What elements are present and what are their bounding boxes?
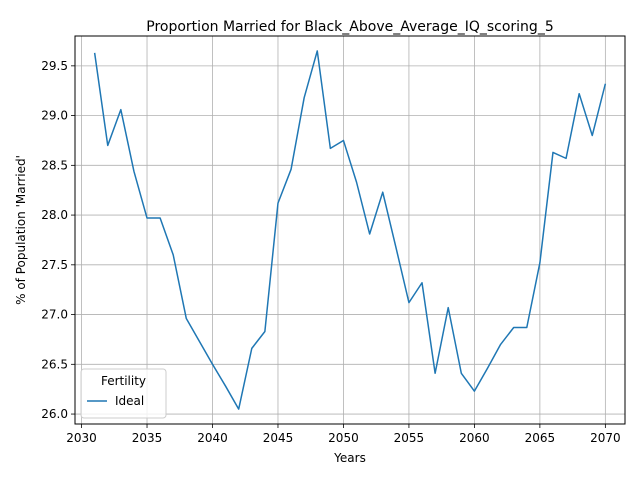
- y-tick-label: 29.0: [41, 109, 68, 123]
- series-line-ideal: [93, 50, 607, 410]
- x-axis-label: Years: [333, 451, 366, 465]
- y-tick-label: 27.5: [41, 258, 68, 272]
- legend: Fertility Ideal: [80, 368, 167, 419]
- x-tick-label: 2045: [263, 431, 294, 445]
- x-axis: 2030 2035 2040 2045 2050 2055 2060 2065 2070: [66, 424, 621, 445]
- x-tick-label: 2030: [66, 431, 97, 445]
- y-tick-label: 26.0: [41, 407, 68, 421]
- series-layer: [93, 50, 607, 410]
- y-tick-label: 28.5: [41, 158, 68, 172]
- y-tick-label: 27.0: [41, 308, 68, 322]
- grid-layer: [75, 36, 625, 424]
- x-tick-label: 2035: [132, 431, 163, 445]
- y-tick-label: 28.0: [41, 208, 68, 222]
- x-tick-label: 2065: [525, 431, 556, 445]
- y-tick-label: 29.5: [41, 59, 68, 73]
- chart-title: Proportion Married for Black_Above_Avera…: [146, 19, 553, 35]
- x-tick-label: 2060: [459, 431, 490, 445]
- legend-label-ideal: Ideal: [115, 394, 144, 408]
- y-axis-label: % of Population 'Married': [14, 155, 28, 305]
- legend-box: [80, 368, 167, 419]
- legend-title: Fertility: [101, 374, 146, 388]
- x-tick-label: 2040: [197, 431, 228, 445]
- y-axis: 26.0 26.5 27.0 27.5 28.0 28.5 29.0 29.5: [41, 59, 75, 421]
- y-tick-label: 26.5: [41, 357, 68, 371]
- x-tick-label: 2050: [328, 431, 359, 445]
- x-tick-label: 2055: [394, 431, 425, 445]
- plot-frame: [74, 35, 626, 425]
- x-tick-label: 2070: [590, 431, 621, 445]
